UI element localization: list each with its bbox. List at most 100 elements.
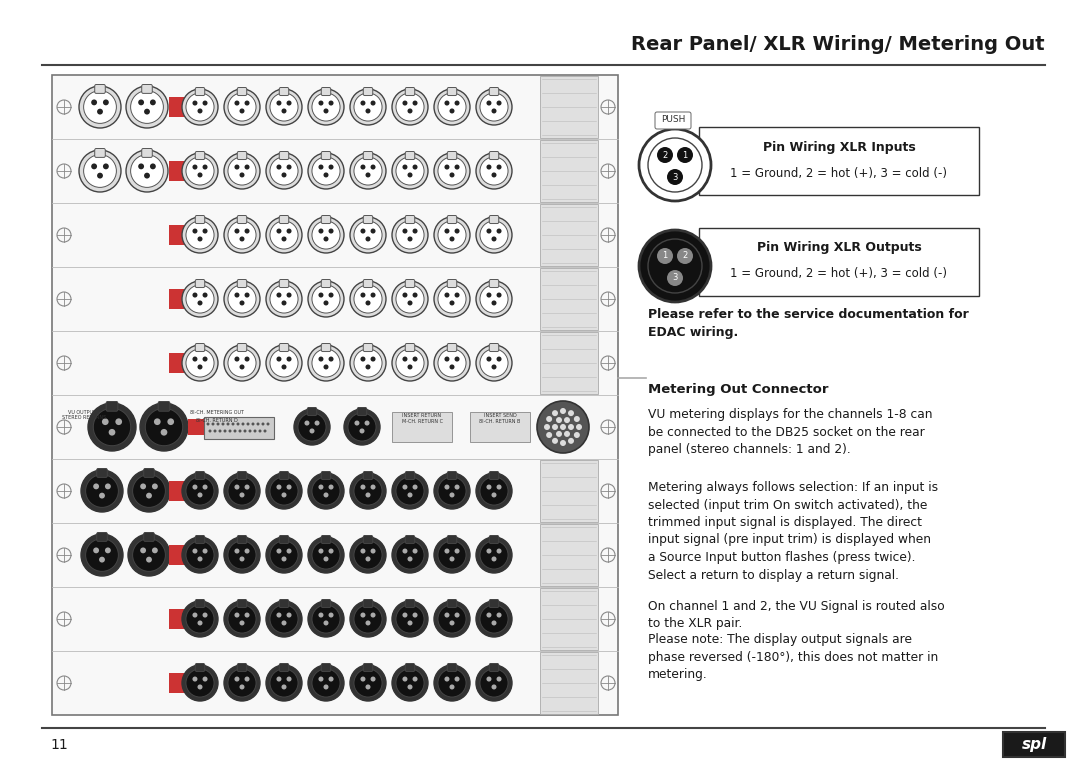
Circle shape <box>286 613 292 617</box>
Circle shape <box>129 470 170 512</box>
Circle shape <box>133 539 165 571</box>
Circle shape <box>228 285 256 313</box>
FancyBboxPatch shape <box>321 215 330 224</box>
Circle shape <box>266 537 302 573</box>
Circle shape <box>319 356 324 362</box>
Circle shape <box>396 349 424 377</box>
Circle shape <box>198 556 203 562</box>
Circle shape <box>248 430 252 433</box>
Circle shape <box>434 217 470 253</box>
Circle shape <box>244 613 249 617</box>
Circle shape <box>203 356 207 362</box>
Circle shape <box>192 549 198 554</box>
Circle shape <box>480 669 508 697</box>
Circle shape <box>138 163 144 169</box>
Circle shape <box>350 217 386 253</box>
FancyBboxPatch shape <box>280 343 288 352</box>
Circle shape <box>319 613 324 617</box>
Circle shape <box>413 229 418 233</box>
Circle shape <box>445 677 449 681</box>
Circle shape <box>319 677 324 681</box>
Circle shape <box>83 155 117 188</box>
Circle shape <box>239 430 242 433</box>
Circle shape <box>257 423 259 426</box>
Circle shape <box>438 221 467 249</box>
FancyBboxPatch shape <box>141 149 152 157</box>
FancyBboxPatch shape <box>238 215 246 224</box>
Circle shape <box>131 91 163 124</box>
FancyBboxPatch shape <box>97 533 107 542</box>
Circle shape <box>480 349 508 377</box>
Circle shape <box>445 549 449 554</box>
FancyBboxPatch shape <box>447 279 457 288</box>
Circle shape <box>324 301 328 305</box>
Circle shape <box>240 365 244 369</box>
Circle shape <box>266 217 302 253</box>
Circle shape <box>286 677 292 681</box>
Circle shape <box>360 429 365 433</box>
Circle shape <box>146 557 152 562</box>
FancyBboxPatch shape <box>405 600 415 607</box>
Circle shape <box>449 365 455 369</box>
Circle shape <box>455 165 460 169</box>
Circle shape <box>228 477 256 505</box>
Text: VU OUTPUTS
STEREO RETURNS: VU OUTPUTS STEREO RETURNS <box>62 410 106 420</box>
Circle shape <box>403 229 407 233</box>
Circle shape <box>564 417 570 423</box>
Circle shape <box>93 484 99 489</box>
Circle shape <box>282 684 286 690</box>
Circle shape <box>445 165 449 169</box>
Text: Rear Panel/ XLR Wiring/ Metering Out: Rear Panel/ XLR Wiring/ Metering Out <box>632 36 1045 54</box>
Circle shape <box>480 157 508 185</box>
Circle shape <box>438 93 467 121</box>
Circle shape <box>350 473 386 509</box>
Circle shape <box>305 420 310 426</box>
Circle shape <box>228 541 256 569</box>
Circle shape <box>183 153 218 189</box>
Circle shape <box>228 669 256 697</box>
Circle shape <box>413 101 418 105</box>
Circle shape <box>434 473 470 509</box>
Bar <box>540 652 598 714</box>
Circle shape <box>396 669 424 697</box>
Circle shape <box>270 285 298 313</box>
Circle shape <box>198 684 203 690</box>
Circle shape <box>208 430 212 433</box>
Circle shape <box>324 172 328 178</box>
Circle shape <box>324 108 328 114</box>
Circle shape <box>97 108 103 114</box>
FancyBboxPatch shape <box>195 279 205 288</box>
Circle shape <box>298 413 326 441</box>
Circle shape <box>224 537 260 573</box>
FancyBboxPatch shape <box>363 343 373 352</box>
Circle shape <box>192 292 198 298</box>
Circle shape <box>252 423 255 426</box>
Circle shape <box>203 613 207 617</box>
Circle shape <box>480 477 508 505</box>
Circle shape <box>392 345 428 381</box>
Bar <box>540 140 598 202</box>
Circle shape <box>491 684 497 690</box>
Circle shape <box>445 292 449 298</box>
Circle shape <box>361 485 365 490</box>
Circle shape <box>146 408 183 446</box>
Circle shape <box>240 556 244 562</box>
Circle shape <box>370 165 376 169</box>
Circle shape <box>286 165 292 169</box>
FancyBboxPatch shape <box>195 600 205 607</box>
FancyBboxPatch shape <box>489 343 499 352</box>
Circle shape <box>552 438 558 444</box>
Text: 11: 11 <box>50 738 68 752</box>
Circle shape <box>91 163 97 169</box>
Circle shape <box>276 229 282 233</box>
Circle shape <box>276 165 282 169</box>
Circle shape <box>186 349 214 377</box>
Circle shape <box>286 229 292 233</box>
Circle shape <box>370 613 376 617</box>
Circle shape <box>449 492 455 497</box>
Circle shape <box>203 292 207 298</box>
Text: Please note: The display output signals are
phase reversed (-180°), this does no: Please note: The display output signals … <box>648 633 939 681</box>
Circle shape <box>81 534 123 576</box>
Circle shape <box>161 429 167 436</box>
Circle shape <box>546 416 552 422</box>
